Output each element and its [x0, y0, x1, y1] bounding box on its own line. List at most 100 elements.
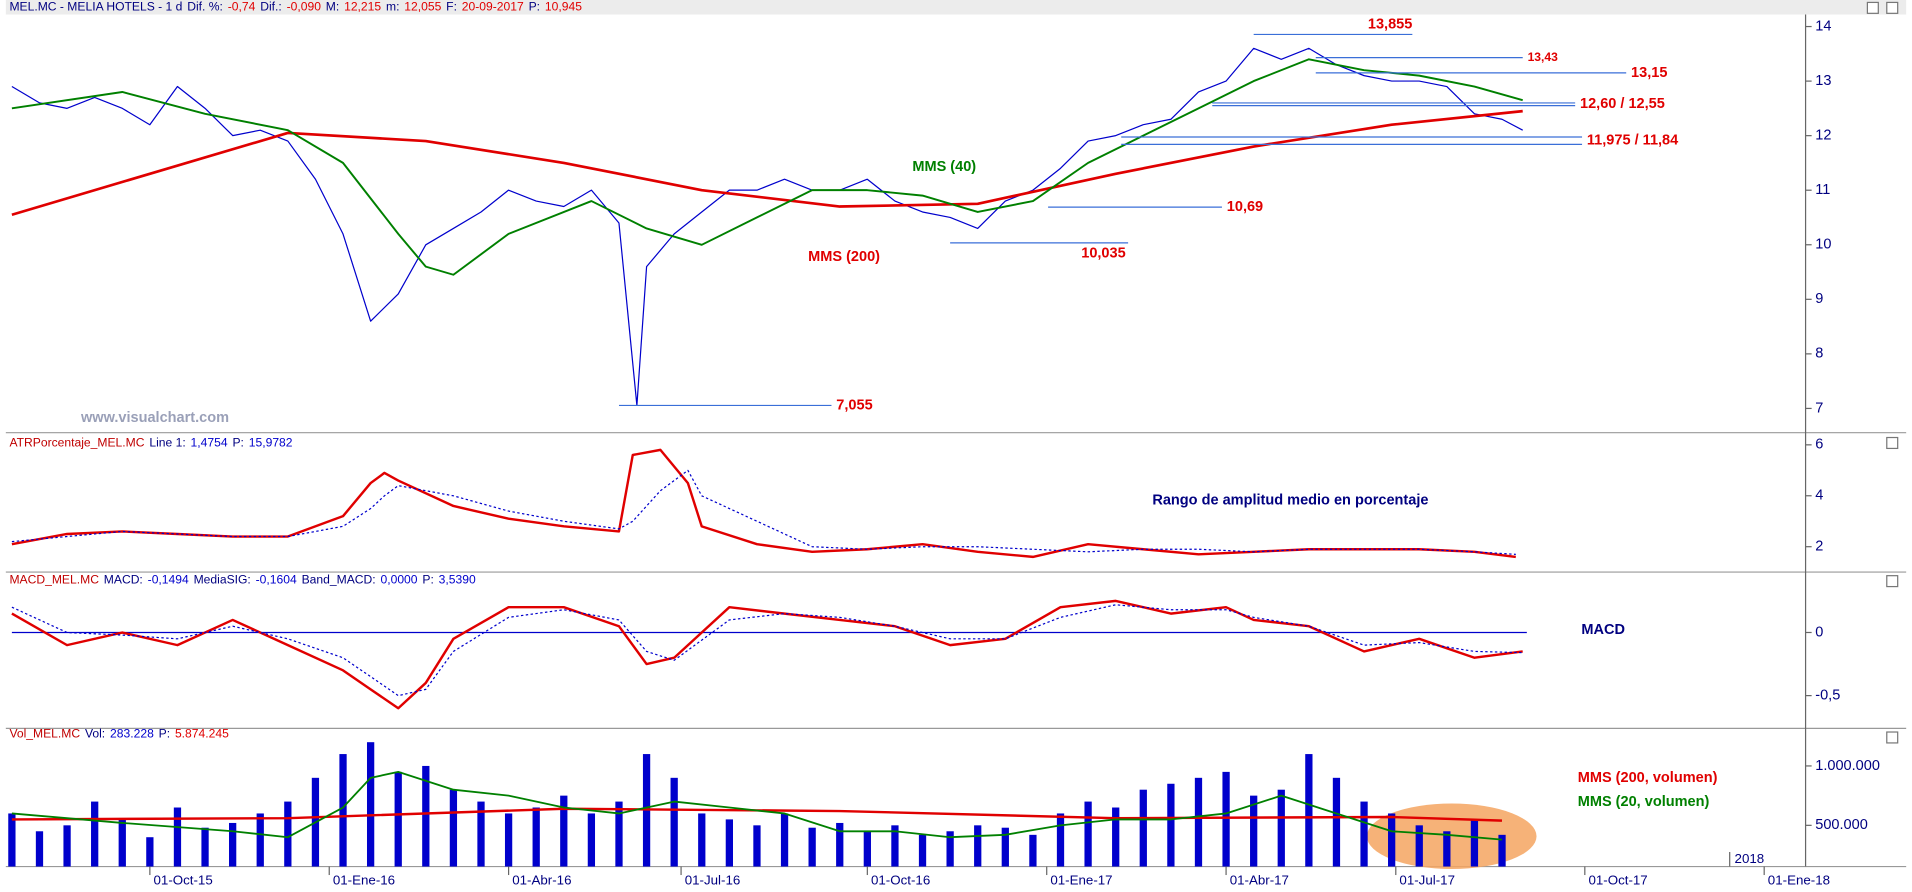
volume-bar: [1084, 801, 1092, 867]
volume-bar: [118, 819, 126, 867]
volume-bar: [974, 825, 982, 867]
header-item: P:: [422, 573, 433, 587]
header-item: m:: [386, 0, 399, 13]
panel-note: MACD: [1581, 622, 1625, 638]
header-item: 12,055: [404, 0, 441, 13]
volume-bar: [1360, 801, 1368, 867]
volume-bar: [504, 813, 513, 867]
header-item: 10,945: [545, 0, 582, 13]
level-label: 11,975 / 11,84: [1587, 133, 1678, 149]
header-item: Vol_MEL.MC: [9, 727, 80, 741]
volume-bar: [91, 801, 99, 867]
volume-bar: [1415, 825, 1423, 867]
panel-button[interactable]: [1886, 731, 1899, 744]
level-label: 13,855: [1368, 17, 1412, 33]
panel-header: ATRPorcentaje_MEL.MC Line 1: 1,4754 P: 15,97…: [9, 436, 292, 450]
volume-bar: [1277, 789, 1285, 867]
header-item: -0,1494: [148, 573, 189, 587]
header-item: 3,5390: [439, 573, 476, 587]
volume-bar: [1222, 771, 1230, 867]
header-item: Band_MACD:: [302, 573, 376, 587]
x-tick-label: 01-Oct-15: [153, 873, 212, 888]
y-tick-label: 0: [1815, 624, 1823, 640]
volume-bar: [35, 831, 44, 867]
y-tick-label: 14: [1815, 18, 1831, 34]
header-item: ATRPorcentaje_MEL.MC: [9, 436, 144, 450]
volume-bar: [1167, 783, 1175, 867]
volume-bar: [891, 825, 899, 867]
volume-bar: [1305, 754, 1313, 867]
y-tick-label: 9: [1815, 291, 1823, 307]
header-item: 20-09-2017: [462, 0, 524, 13]
series-label: MMS (200): [808, 249, 880, 265]
x-tick-label: 01-Ene-18: [1768, 873, 1830, 888]
year-label: 2018: [1735, 851, 1765, 866]
level-label: 13,43: [1528, 50, 1559, 64]
volume-bar: [1112, 807, 1120, 867]
series-label: MMS (200, volumen): [1578, 770, 1718, 786]
series-line: [11, 807, 1503, 822]
volume-bar: [560, 795, 568, 867]
y-tick-label: 6: [1815, 437, 1823, 453]
volume-bar: [615, 801, 623, 867]
series-label: MMS (40): [912, 159, 976, 175]
panel-header: MEL.MC - MELIA HOTELS - 1 d Dif. %: -0,74 D…: [9, 0, 582, 13]
y-tick-label: 10: [1815, 237, 1831, 253]
window-button[interactable]: [1866, 1, 1879, 14]
series-line: [11, 599, 1523, 710]
volume-bar: [146, 837, 154, 867]
volume-bar: [394, 771, 402, 867]
header-item: P:: [232, 436, 243, 450]
x-tick-label: 01-Oct-17: [1588, 873, 1647, 888]
panel-button[interactable]: [1886, 436, 1899, 450]
panel-header: MACD_MEL.MC MACD: -0,1494 MediaSIG: -0,1604 B…: [9, 573, 476, 587]
y-tick-label: 12: [1815, 127, 1831, 143]
header-item: Dif.:: [260, 0, 282, 13]
level-label: 13,15: [1631, 65, 1667, 81]
volume-bar: [8, 813, 16, 867]
window-button[interactable]: [1886, 1, 1899, 14]
volume-bar: [946, 831, 954, 867]
series-line: [11, 58, 1523, 276]
panel-button[interactable]: [1886, 575, 1899, 588]
header-item: -0,090: [287, 0, 322, 13]
panel-note: Rango de amplitud medio en porcentaje: [1152, 492, 1428, 508]
volume-bar: [422, 765, 430, 867]
volume-bar: [753, 825, 761, 867]
series-line: [11, 770, 1503, 841]
header-item: 0,0000: [380, 573, 417, 587]
level-label: 10,69: [1227, 199, 1263, 215]
volume-bar: [587, 813, 596, 867]
volume-bar: [836, 822, 844, 867]
x-tick-label: 01-Ene-17: [1050, 873, 1112, 888]
x-tick-label: 01-Oct-16: [871, 873, 930, 888]
header-item: P:: [529, 0, 540, 13]
header-item: MACD:: [104, 573, 143, 587]
y-tick-label: 13: [1815, 73, 1831, 89]
header-item: Dif. %:: [187, 0, 223, 13]
header-item: -0,1604: [256, 573, 297, 587]
volume-bar: [725, 819, 733, 867]
header-item: MEL.MC - MELIA HOTELS - 1 d: [9, 0, 182, 13]
x-tick-label: 01-Abr-17: [1230, 873, 1289, 888]
volume-bar: [670, 777, 678, 867]
header-item: M:: [326, 0, 339, 13]
volume-bar: [1498, 834, 1506, 867]
level-label: 7,055: [836, 397, 872, 413]
series-line: [11, 448, 1516, 559]
header-item: MediaSIG:: [194, 573, 251, 587]
y-tick-label: 8: [1815, 346, 1823, 362]
volume-bar: [366, 742, 375, 867]
volume-bar: [863, 831, 871, 867]
header-item: Line 1:: [149, 436, 185, 450]
volume-bar: [1194, 777, 1203, 867]
series-label: MMS (20, volumen): [1578, 794, 1710, 810]
series-line: [11, 469, 1516, 555]
volume-bar: [1250, 795, 1258, 867]
y-tick-label: 11: [1815, 182, 1830, 198]
volume-bar: [1443, 831, 1451, 867]
y-tick-label: -0,5: [1815, 687, 1840, 703]
volume-bar: [229, 822, 237, 867]
volume-bar: [173, 807, 182, 867]
volume-bar: [532, 807, 540, 867]
